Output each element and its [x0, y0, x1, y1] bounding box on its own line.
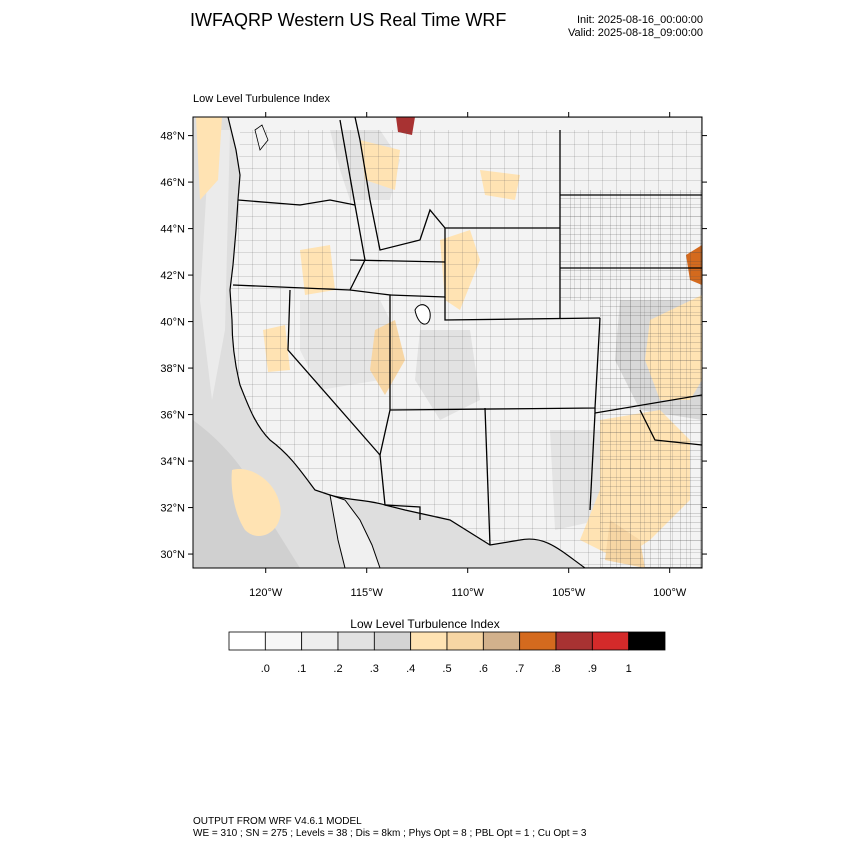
- model-info-line1: OUTPUT FROM WRF V4.6.1 MODEL: [193, 816, 362, 827]
- lon-label: 105°W: [552, 587, 586, 599]
- colorbar-label: .8: [551, 663, 560, 675]
- colorbar-swatch: [446, 631, 484, 651]
- colorbar-swatch: [337, 631, 375, 651]
- baja: [329, 494, 381, 568]
- lat-label: 34°N: [160, 456, 185, 468]
- colorbar-label: .6: [479, 663, 488, 675]
- lat-label: 44°N: [160, 224, 185, 236]
- colorbar-label: .7: [515, 663, 524, 675]
- colorbar-swatch: [482, 631, 521, 651]
- county-lines-dense: [560, 190, 702, 568]
- colorbar-swatch: [228, 631, 266, 651]
- colorbar-label: .5: [442, 663, 451, 675]
- colorbar-label: .1: [297, 663, 306, 675]
- valid-time: Valid: 2025-08-18_09:00:00: [568, 27, 703, 39]
- lon-label: 115°W: [351, 587, 384, 599]
- lat-label: 46°N: [160, 177, 185, 189]
- lat-label: 40°N: [160, 317, 185, 329]
- colorbar-label: .2: [333, 663, 342, 675]
- lat-label: 30°N: [160, 549, 185, 561]
- great-salt-lake: [414, 304, 431, 325]
- lon-label: 120°W: [249, 587, 283, 599]
- init-time: Init: 2025-08-16_00:00:00: [577, 14, 703, 26]
- colorbar: .0 .1 .2 .3 .4 .5 .6 .7 .8 .9 1: [228, 631, 666, 675]
- colorbar-label: .9: [588, 663, 597, 675]
- lon-label: 100°W: [653, 587, 687, 599]
- ocean-turbulence: [231, 469, 281, 536]
- latitude-axis: 48°N 46°N 44°N 42°N 40°N 38°N 36°N 34°N 32°N 30°N: [160, 131, 707, 561]
- ocean-shade-2: [200, 130, 230, 400]
- lat-label: 36°N: [160, 410, 185, 422]
- lat-label: 32°N: [160, 503, 185, 515]
- colorbar-swatch: [628, 631, 666, 651]
- puget-sound: [254, 124, 269, 151]
- colorbar-swatch: [301, 631, 339, 651]
- colorbar-label: 1: [626, 663, 632, 675]
- model-info-line2: WE = 310 ; SN = 275 ; Levels = 38 ; Dis …: [193, 828, 587, 839]
- lat-label: 38°N: [160, 363, 185, 375]
- map-area: [193, 117, 702, 568]
- map-title: IWFAQRP Western US Real Time WRF: [190, 10, 507, 30]
- longitude-axis: 120°W 115°W 110°W 105°W 100°W: [249, 112, 687, 599]
- colorbar-swatch: [373, 631, 412, 651]
- state-boundaries: [232, 117, 702, 546]
- colorbar-swatch: [555, 631, 593, 651]
- colorbar-label: .0: [261, 663, 270, 675]
- colorbar-swatch: [264, 631, 303, 651]
- lat-label: 48°N: [160, 131, 185, 143]
- coastal-turbulence: [196, 117, 222, 200]
- colorbar-swatch: [519, 631, 557, 651]
- colorbar-label: .4: [406, 663, 415, 675]
- colorbar-swatch: [410, 631, 448, 651]
- field-subtitle: Low Level Turbulence Index: [193, 93, 330, 105]
- lat-label: 42°N: [160, 270, 185, 282]
- colorbar-swatch: [591, 631, 630, 651]
- colorbar-title: Low Level Turbulence Index: [350, 617, 500, 631]
- map-frame: [192, 116, 703, 569]
- colorbar-label: .3: [370, 663, 379, 675]
- lon-label: 110°W: [452, 587, 485, 599]
